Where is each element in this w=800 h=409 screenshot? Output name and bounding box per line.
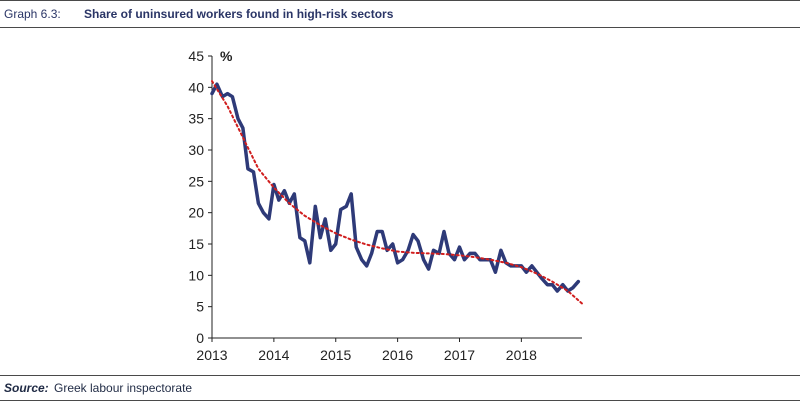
graph-number: Graph 6.3: <box>4 7 61 21</box>
source-label: Source: <box>4 381 49 395</box>
x-tick-label: 2018 <box>506 347 537 363</box>
y-unit-label: % <box>220 48 233 64</box>
y-tick-label: 20 <box>188 205 204 221</box>
x-tick-label: 2017 <box>444 347 475 363</box>
y-tick-label: 10 <box>188 267 204 283</box>
y-tick-label: 40 <box>188 79 204 95</box>
x-tick-label: 2016 <box>382 347 413 363</box>
source-text: Greek labour inspectorate <box>54 381 193 395</box>
y-tick-label: 35 <box>188 111 204 127</box>
y-axis-ticks: 0 5 10 15 20 25 30 35 40 45 <box>188 48 212 346</box>
y-tick-label: 45 <box>188 48 204 64</box>
x-tick-label: 2013 <box>196 347 227 363</box>
y-tick-label: 15 <box>188 236 204 252</box>
x-tick-label: 2015 <box>320 347 351 363</box>
x-tick-label: 2014 <box>258 347 289 363</box>
y-tick-label: 5 <box>196 299 204 315</box>
y-tick-label: 30 <box>188 142 204 158</box>
series-line-uninsured-share <box>210 82 581 293</box>
y-tick-label: 0 <box>196 330 204 346</box>
series-line-trend <box>211 80 583 305</box>
chart-footer: Source: Greek labour inspectorate <box>0 375 800 401</box>
chart-axes <box>211 56 582 339</box>
x-axis-ticks: 2013 2014 2015 2016 2017 2018 <box>196 338 537 363</box>
chart-title: Share of uninsured workers found in high… <box>84 7 394 21</box>
y-tick-label: 25 <box>188 173 204 189</box>
chart-header: Graph 6.3: Share of uninsured workers fo… <box>0 0 800 28</box>
